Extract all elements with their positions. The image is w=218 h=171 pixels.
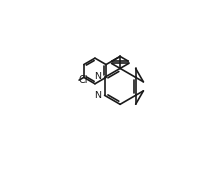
Text: Cl: Cl xyxy=(78,75,88,85)
Text: N: N xyxy=(94,72,102,81)
Text: N: N xyxy=(94,91,102,100)
